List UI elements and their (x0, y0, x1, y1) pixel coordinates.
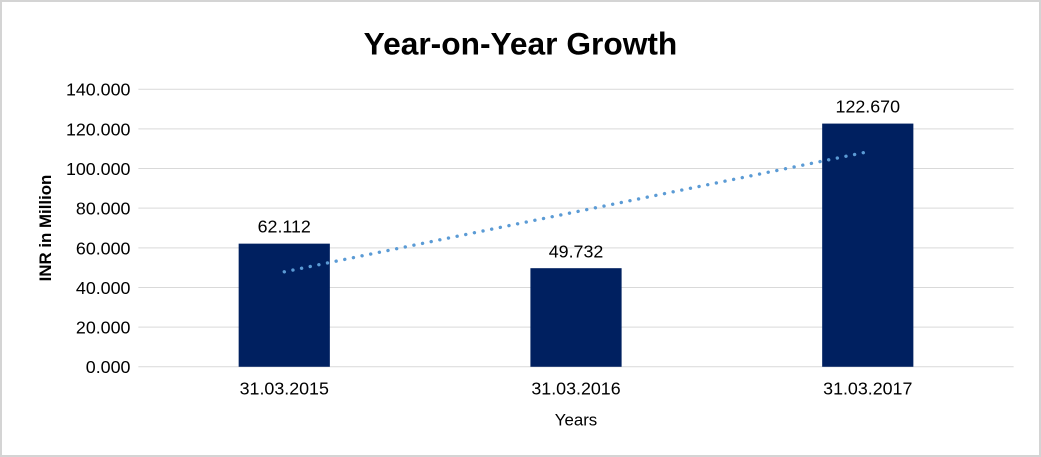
bar-value-label: 49.732 (549, 241, 604, 261)
y-tick-label: 20.000 (76, 318, 131, 338)
y-tick-label: 100.000 (66, 159, 131, 179)
y-tick-label: 60.000 (76, 238, 131, 258)
x-category-label: 31.03.2017 (823, 379, 912, 399)
bar-value-label: 62.112 (258, 217, 311, 237)
y-tick-label: 140.000 (66, 80, 131, 100)
y-axis-title: INR in Million (36, 175, 55, 282)
bar[interactable] (822, 123, 914, 367)
y-tick-label: 120.000 (66, 119, 131, 139)
y-tick-label: 40.000 (76, 278, 131, 298)
bar[interactable] (238, 243, 330, 367)
y-tick-label: 0.000 (86, 357, 131, 377)
x-category-label: 31.03.2016 (531, 379, 620, 399)
y-tick-label: 80.000 (76, 199, 131, 219)
chart-title: Year-on-Year Growth (364, 26, 678, 62)
bar-value-label: 122.670 (836, 97, 901, 117)
bar[interactable] (530, 268, 622, 367)
x-category-label: 31.03.2015 (240, 379, 329, 399)
x-axis-title: Years (555, 410, 597, 429)
